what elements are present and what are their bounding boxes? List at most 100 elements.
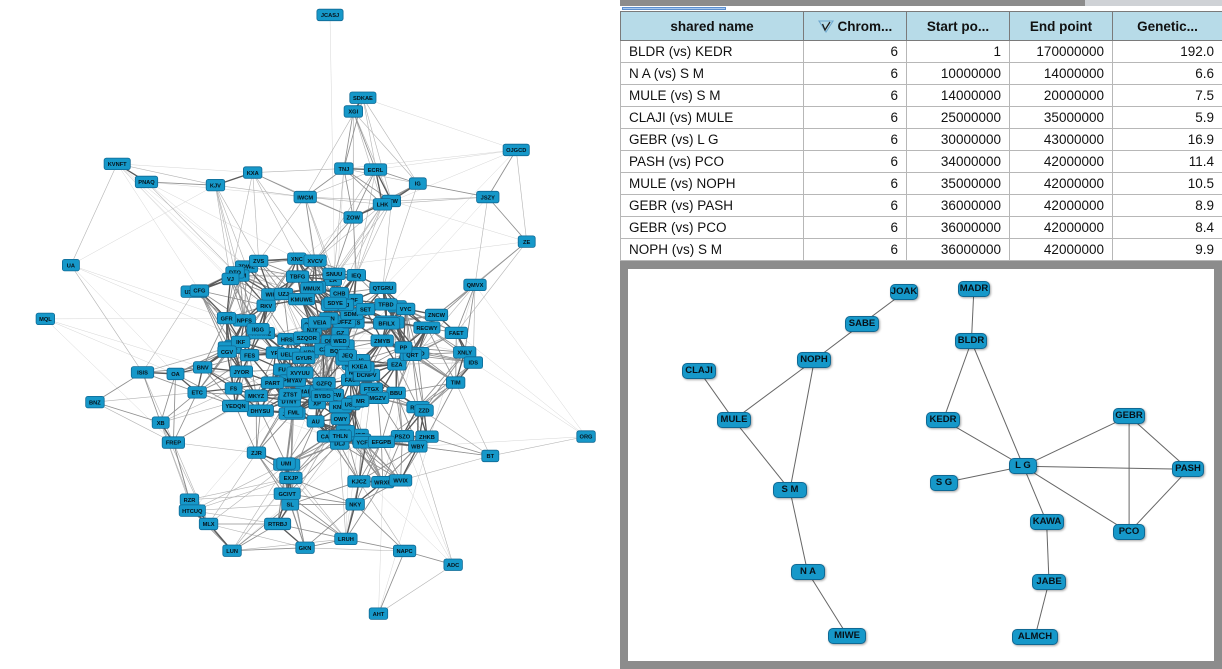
svg-text:DLJ: DLJ bbox=[334, 442, 345, 448]
svg-text:CGV: CGV bbox=[221, 350, 234, 356]
svg-text:MMUX: MMUX bbox=[303, 286, 321, 292]
svg-text:IKF: IKF bbox=[236, 340, 246, 346]
svg-text:IWCM: IWCM bbox=[297, 195, 313, 201]
svg-text:LRUH: LRUH bbox=[338, 537, 354, 543]
svg-text:CHB: CHB bbox=[333, 291, 345, 297]
svg-text:GCIVT: GCIVT bbox=[279, 492, 297, 498]
svg-text:RTRBJ: RTRBJ bbox=[268, 522, 287, 528]
svg-text:BNZ: BNZ bbox=[89, 400, 101, 406]
svg-text:KMUWE: KMUWE bbox=[291, 297, 313, 303]
svg-text:SDKAE: SDKAE bbox=[353, 96, 373, 102]
svg-text:MQL: MQL bbox=[39, 317, 52, 323]
svg-text:AU: AU bbox=[311, 420, 319, 426]
svg-text:SZQOR: SZQOR bbox=[297, 336, 317, 342]
svg-text:ZNCW: ZNCW bbox=[428, 313, 446, 319]
svg-text:RZR: RZR bbox=[184, 498, 196, 504]
svg-text:ETC: ETC bbox=[192, 391, 203, 397]
svg-text:PART: PART bbox=[265, 381, 281, 387]
svg-text:ZVS: ZVS bbox=[253, 259, 264, 265]
svg-text:TBFG: TBFG bbox=[290, 275, 306, 281]
svg-text:QMVX: QMVX bbox=[467, 283, 484, 289]
svg-text:NKY: NKY bbox=[349, 503, 361, 509]
svg-text:FAET: FAET bbox=[449, 331, 464, 337]
svg-text:QRT: QRT bbox=[406, 353, 419, 359]
svg-text:BT: BT bbox=[487, 454, 495, 460]
svg-text:KXA: KXA bbox=[247, 171, 259, 177]
svg-text:FREP: FREP bbox=[166, 441, 181, 447]
svg-text:SET: SET bbox=[360, 307, 372, 313]
svg-text:XNLY: XNLY bbox=[457, 351, 472, 357]
svg-text:FES: FES bbox=[244, 353, 255, 359]
svg-text:XB: XB bbox=[157, 421, 165, 427]
svg-text:PSZO: PSZO bbox=[395, 434, 411, 440]
svg-text:ZHKB: ZHKB bbox=[419, 435, 435, 441]
svg-text:JSZY: JSZY bbox=[481, 195, 495, 201]
svg-text:TFBD: TFBD bbox=[378, 303, 393, 309]
svg-text:FS: FS bbox=[230, 387, 237, 393]
svg-text:ADC: ADC bbox=[447, 563, 459, 569]
svg-text:DCNPV: DCNPV bbox=[357, 373, 377, 379]
svg-text:SNUU: SNUU bbox=[326, 272, 342, 278]
svg-text:VYC: VYC bbox=[400, 307, 412, 313]
svg-text:ZOW: ZOW bbox=[347, 216, 361, 222]
svg-text:ISIS: ISIS bbox=[137, 371, 148, 377]
svg-text:GZFQ: GZFQ bbox=[316, 381, 332, 387]
svg-text:XVCV: XVCV bbox=[307, 259, 323, 265]
svg-text:MKYZ: MKYZ bbox=[248, 394, 265, 400]
svg-text:MR: MR bbox=[356, 399, 365, 405]
svg-text:KXEA: KXEA bbox=[352, 364, 368, 370]
svg-text:ZE: ZE bbox=[523, 240, 530, 246]
svg-text:THLN: THLN bbox=[333, 434, 348, 440]
svg-text:EZA: EZA bbox=[391, 363, 402, 369]
svg-text:PMYAV: PMYAV bbox=[283, 379, 302, 385]
svg-text:CFG: CFG bbox=[193, 289, 206, 295]
svg-text:IDS: IDS bbox=[469, 361, 479, 367]
svg-text:XP: XP bbox=[313, 401, 321, 407]
svg-text:ORG: ORG bbox=[580, 435, 594, 441]
svg-text:GFR: GFR bbox=[221, 316, 233, 322]
svg-text:PNAQ: PNAQ bbox=[138, 180, 155, 186]
svg-text:UFFZ: UFFZ bbox=[337, 320, 352, 326]
svg-text:FML: FML bbox=[288, 410, 300, 416]
svg-text:WED: WED bbox=[333, 339, 346, 345]
svg-text:ZMYB: ZMYB bbox=[374, 339, 390, 345]
svg-text:WVIX: WVIX bbox=[393, 479, 408, 485]
svg-text:OWY: OWY bbox=[334, 417, 348, 423]
svg-text:TIM: TIM bbox=[451, 381, 461, 387]
svg-text:XVYUU: XVYUU bbox=[290, 371, 310, 377]
svg-text:SL: SL bbox=[287, 503, 295, 509]
svg-text:WRXR: WRXR bbox=[374, 480, 391, 486]
svg-text:QTGRU: QTGRU bbox=[373, 286, 394, 292]
svg-text:OA: OA bbox=[171, 372, 180, 378]
svg-text:GYUR: GYUR bbox=[296, 356, 312, 362]
svg-text:BNV: BNV bbox=[197, 366, 209, 372]
svg-text:KJCZ: KJCZ bbox=[352, 480, 367, 486]
svg-text:KVNFT: KVNFT bbox=[108, 162, 127, 168]
svg-text:IG: IG bbox=[415, 182, 422, 188]
svg-text:ZZD: ZZD bbox=[418, 409, 429, 415]
svg-text:OJGCD: OJGCD bbox=[506, 148, 526, 154]
svg-text:JYOR: JYOR bbox=[234, 370, 250, 376]
svg-text:DHYSU: DHYSU bbox=[250, 409, 270, 415]
svg-text:ZJR: ZJR bbox=[251, 451, 262, 457]
svg-text:VEIA: VEIA bbox=[313, 321, 326, 327]
svg-text:IEQ: IEQ bbox=[351, 273, 361, 279]
svg-text:AHT: AHT bbox=[373, 612, 385, 618]
svg-text:PP: PP bbox=[400, 346, 408, 352]
svg-text:HTCUQ: HTCUQ bbox=[182, 509, 203, 515]
svg-text:VJ: VJ bbox=[227, 277, 234, 283]
svg-text:WBY: WBY bbox=[411, 445, 424, 451]
svg-text:MLX: MLX bbox=[203, 522, 215, 528]
svg-text:FU: FU bbox=[278, 368, 286, 374]
svg-text:IIGG: IIGG bbox=[252, 327, 265, 333]
svg-text:UZJ: UZJ bbox=[278, 292, 289, 298]
svg-text:XNC: XNC bbox=[291, 257, 303, 263]
svg-text:ECRL: ECRL bbox=[368, 168, 384, 174]
svg-text:UA: UA bbox=[67, 263, 75, 269]
svg-text:RKV: RKV bbox=[260, 304, 272, 310]
svg-text:NAPC: NAPC bbox=[397, 549, 413, 555]
svg-text:UMI: UMI bbox=[281, 462, 292, 468]
svg-text:BBU: BBU bbox=[390, 391, 402, 397]
svg-text:YEDQN: YEDQN bbox=[225, 404, 245, 410]
svg-text:LHK: LHK bbox=[377, 203, 390, 209]
